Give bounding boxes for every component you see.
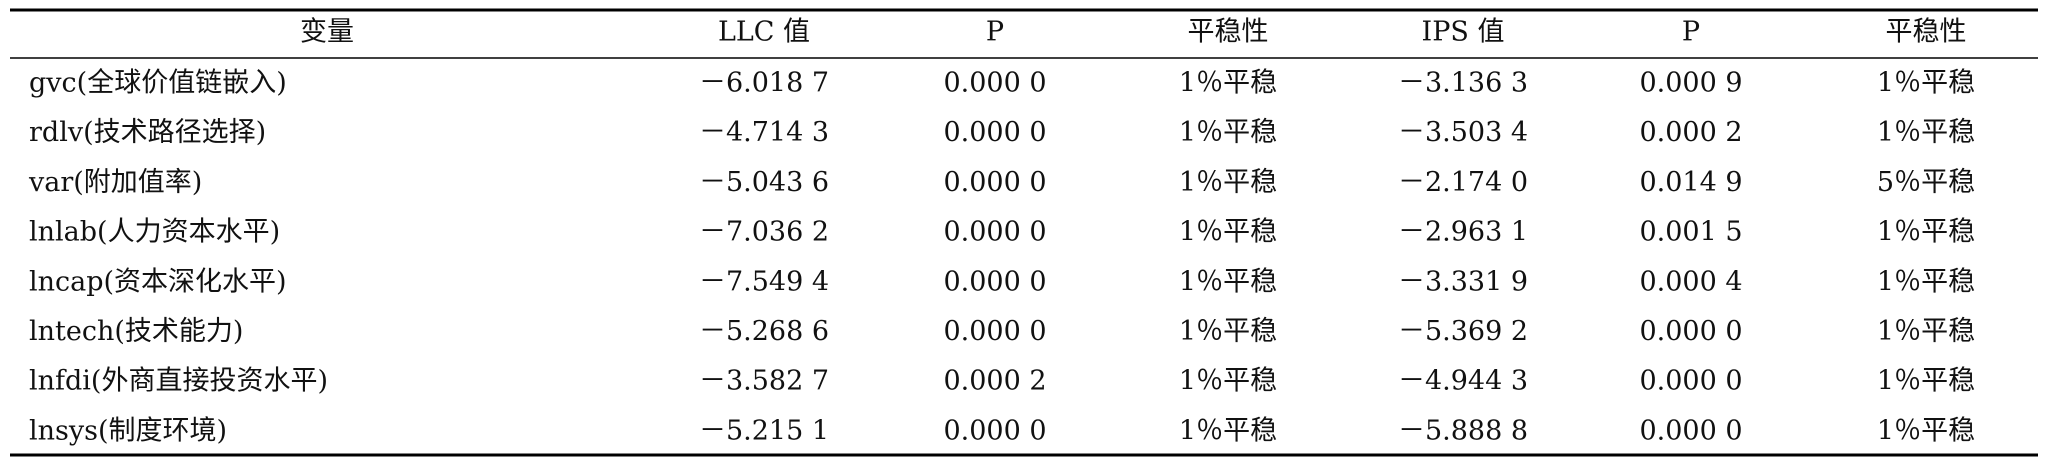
header-cell: P bbox=[1682, 17, 1700, 48]
header-cell: 平稳性 bbox=[1886, 17, 1967, 48]
value-cell: 1％平稳 bbox=[1877, 316, 1975, 347]
value-cell: 0.001 5 bbox=[1639, 217, 1742, 248]
value-cell: －3.136 3 bbox=[1398, 68, 1528, 99]
value-cell: 0.000 0 bbox=[1639, 316, 1742, 347]
variable-cell: lnlab(人力资本水平) bbox=[29, 217, 280, 248]
value-cell: －4.714 3 bbox=[699, 117, 829, 148]
value-cell: 1％平稳 bbox=[1877, 117, 1975, 148]
value-cell: 1％平稳 bbox=[1877, 217, 1975, 248]
value-cell: 1％平稳 bbox=[1179, 217, 1277, 248]
value-cell: 1％平稳 bbox=[1179, 68, 1277, 99]
value-cell: 0.000 0 bbox=[943, 68, 1046, 99]
value-cell: 0.000 0 bbox=[943, 167, 1046, 198]
value-cell: －3.503 4 bbox=[1398, 117, 1528, 148]
value-cell: 0.000 0 bbox=[943, 217, 1046, 248]
value-cell: 0.000 9 bbox=[1639, 68, 1742, 99]
value-cell: 0.000 4 bbox=[1639, 266, 1742, 297]
value-cell: －2.963 1 bbox=[1398, 217, 1528, 248]
variable-cell: var(附加值率) bbox=[28, 167, 202, 198]
value-cell: 0.000 0 bbox=[943, 266, 1046, 297]
value-cell: －6.018 7 bbox=[699, 68, 829, 99]
variable-cell: rdlv(技术路径选择) bbox=[29, 117, 266, 148]
variable-cell: lnfdi(外商直接投资水平) bbox=[29, 366, 328, 397]
value-cell: 1％平稳 bbox=[1179, 366, 1277, 397]
header-cell: P bbox=[986, 17, 1004, 48]
value-cell: －3.582 7 bbox=[699, 366, 829, 397]
value-cell: 1％平稳 bbox=[1179, 415, 1277, 446]
value-cell: 0.000 0 bbox=[1639, 415, 1742, 446]
variable-cell: lncap(资本深化水平) bbox=[29, 266, 287, 297]
value-cell: 5％平稳 bbox=[1877, 167, 1975, 198]
value-cell: －4.944 3 bbox=[1398, 366, 1528, 397]
value-cell: －7.549 4 bbox=[699, 266, 829, 297]
variable-cell: lnsys(制度环境) bbox=[29, 415, 227, 446]
value-cell: 0.000 0 bbox=[1639, 366, 1742, 397]
value-cell: －5.043 6 bbox=[699, 167, 829, 198]
value-cell: －2.174 0 bbox=[1398, 167, 1528, 198]
value-cell: 1％平稳 bbox=[1877, 366, 1975, 397]
value-cell: 0.014 9 bbox=[1639, 167, 1742, 198]
header-cell: LLC 值 bbox=[718, 17, 810, 48]
value-cell: 0.000 2 bbox=[943, 366, 1046, 397]
header-cell: 平稳性 bbox=[1188, 17, 1269, 48]
value-cell: 0.000 2 bbox=[1639, 117, 1742, 148]
value-cell: －5.268 6 bbox=[699, 316, 829, 347]
value-cell: 1％平稳 bbox=[1877, 266, 1975, 297]
value-cell: －5.888 8 bbox=[1398, 415, 1528, 446]
value-cell: 1％平稳 bbox=[1877, 68, 1975, 99]
variable-cell: lntech(技术能力) bbox=[29, 316, 243, 347]
value-cell: 0.000 0 bbox=[943, 316, 1046, 347]
value-cell: 1％平稳 bbox=[1179, 266, 1277, 297]
header-cell: 变量 bbox=[300, 17, 354, 48]
value-cell: 0.000 0 bbox=[943, 117, 1046, 148]
value-cell: 1％平稳 bbox=[1179, 117, 1277, 148]
value-cell: －5.369 2 bbox=[1398, 316, 1528, 347]
value-cell: －3.331 9 bbox=[1398, 266, 1528, 297]
value-cell: 0.000 0 bbox=[943, 415, 1046, 446]
value-cell: －7.036 2 bbox=[699, 217, 829, 248]
value-cell: －5.215 1 bbox=[699, 415, 829, 446]
value-cell: 1％平稳 bbox=[1179, 167, 1277, 198]
value-cell: 1％平稳 bbox=[1179, 316, 1277, 347]
variable-cell: gvc(全球价值链嵌入) bbox=[29, 68, 287, 99]
header-cell: IPS 值 bbox=[1422, 17, 1505, 48]
value-cell: 1％平稳 bbox=[1877, 415, 1975, 446]
